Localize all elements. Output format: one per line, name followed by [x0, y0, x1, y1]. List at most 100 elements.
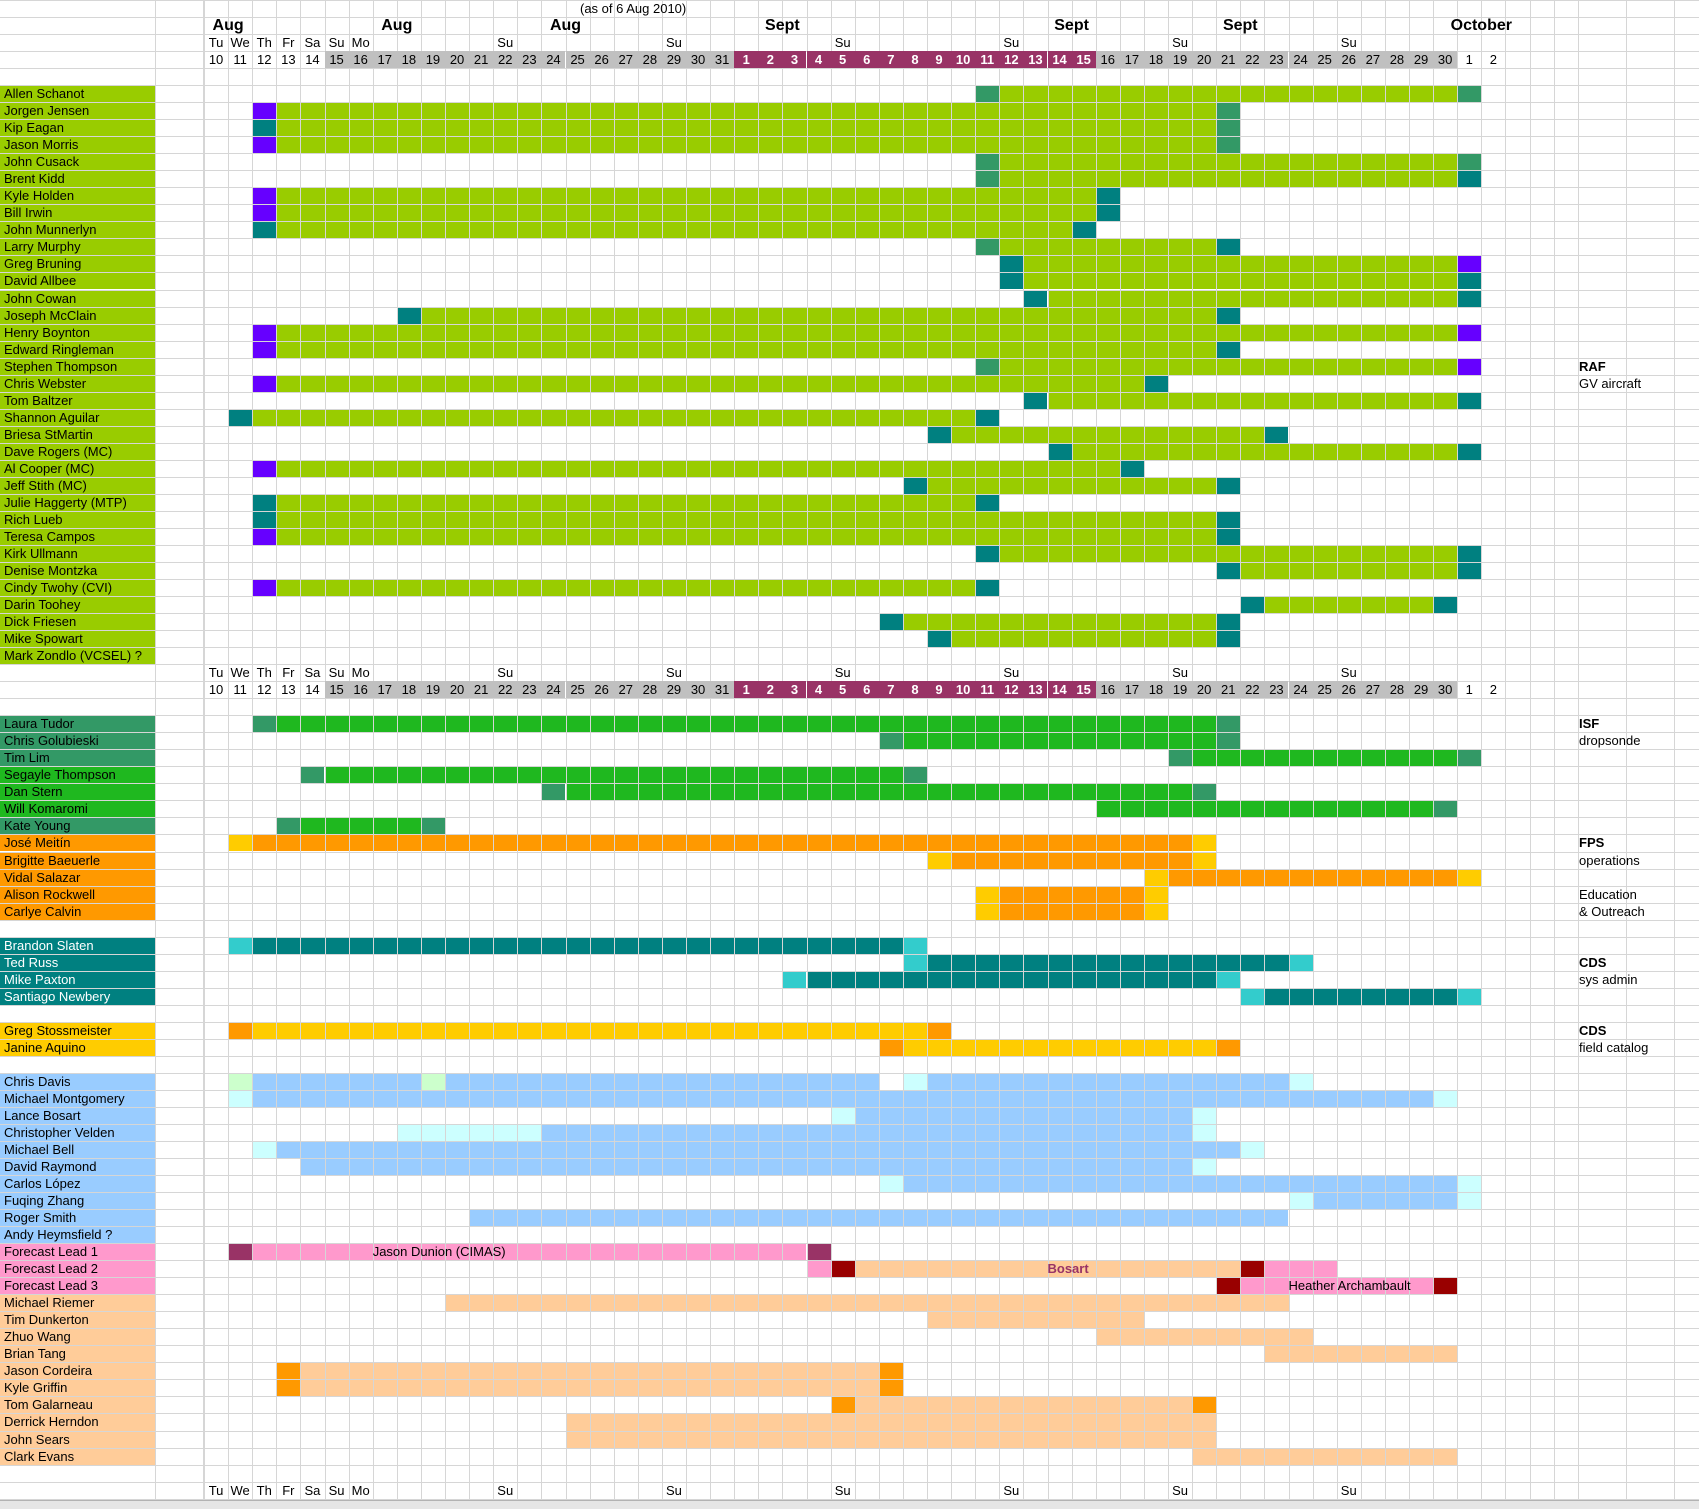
travel-day-marker[interactable] — [252, 136, 277, 154]
schedule-bar[interactable] — [1047, 289, 1458, 307]
schedule-bar[interactable] — [276, 102, 1217, 120]
travel-day-marker[interactable] — [1192, 1123, 1217, 1141]
schedule-bar[interactable] — [1023, 272, 1458, 290]
schedule-bar[interactable] — [1095, 1328, 1313, 1346]
travel-day-marker[interactable] — [1264, 425, 1289, 443]
travel-day-marker[interactable] — [1192, 1396, 1217, 1414]
travel-day-marker[interactable] — [1457, 255, 1482, 273]
travel-day-marker[interactable] — [252, 340, 277, 358]
schedule-bar[interactable] — [902, 1175, 1458, 1193]
travel-day-marker[interactable] — [830, 1260, 855, 1278]
schedule-bar[interactable] — [252, 1072, 421, 1090]
travel-day-marker[interactable] — [1457, 987, 1482, 1005]
travel-day-marker[interactable] — [541, 783, 566, 801]
schedule-bar[interactable] — [1023, 255, 1458, 273]
travel-day-marker[interactable] — [975, 408, 1000, 426]
schedule-bar[interactable] — [276, 527, 1217, 545]
travel-day-marker[interactable] — [1071, 221, 1096, 239]
travel-day-marker[interactable] — [975, 153, 1000, 171]
travel-day-marker[interactable] — [1288, 1072, 1313, 1090]
travel-day-marker[interactable] — [927, 1021, 952, 1039]
travel-day-marker[interactable] — [902, 476, 927, 494]
travel-day-marker[interactable] — [878, 1175, 903, 1193]
travel-day-marker[interactable] — [1119, 459, 1144, 477]
schedule-bar[interactable] — [276, 323, 1458, 341]
travel-day-marker[interactable] — [1192, 1158, 1217, 1176]
travel-day-marker[interactable] — [1216, 630, 1241, 648]
travel-day-marker[interactable] — [252, 102, 277, 120]
travel-day-marker[interactable] — [1023, 289, 1048, 307]
travel-day-marker[interactable] — [878, 1038, 903, 1056]
travel-day-marker[interactable] — [228, 408, 253, 426]
schedule-bar[interactable] — [999, 238, 1217, 256]
travel-day-marker[interactable] — [1216, 102, 1241, 120]
travel-day-marker[interactable] — [878, 1379, 903, 1397]
schedule-bar[interactable] — [300, 1158, 1193, 1176]
schedule-bar[interactable] — [565, 1430, 1217, 1448]
schedule-bar[interactable] — [854, 1260, 1241, 1278]
travel-day-marker[interactable] — [1216, 970, 1241, 988]
travel-day-marker[interactable] — [1143, 902, 1168, 920]
travel-day-marker[interactable] — [252, 510, 277, 528]
travel-day-marker[interactable] — [252, 579, 277, 597]
travel-day-marker[interactable] — [975, 544, 1000, 562]
schedule-bar[interactable] — [445, 1294, 1289, 1312]
schedule-bar[interactable] — [252, 936, 903, 954]
schedule-bar[interactable] — [927, 1311, 1144, 1329]
schedule-bar[interactable] — [999, 170, 1458, 188]
travel-day-marker[interactable] — [878, 613, 903, 631]
schedule-bar[interactable] — [300, 817, 421, 835]
travel-day-marker[interactable] — [252, 374, 277, 392]
travel-day-marker[interactable] — [1457, 561, 1482, 579]
schedule-bar[interactable] — [927, 1072, 1289, 1090]
travel-day-marker[interactable] — [276, 817, 301, 835]
schedule-bar[interactable] — [276, 204, 1096, 222]
schedule-bar[interactable] — [276, 715, 1217, 733]
travel-day-marker[interactable] — [1216, 527, 1241, 545]
schedule-bar[interactable] — [806, 1260, 831, 1278]
travel-day-marker[interactable] — [276, 1379, 301, 1397]
travel-day-marker[interactable] — [1240, 1260, 1265, 1278]
travel-day-marker[interactable] — [1143, 868, 1168, 886]
schedule-bar[interactable] — [1240, 561, 1458, 579]
travel-day-marker[interactable] — [927, 630, 952, 648]
travel-day-marker[interactable] — [1288, 1192, 1313, 1210]
schedule-bar[interactable] — [276, 136, 1217, 154]
travel-day-marker[interactable] — [1216, 510, 1241, 528]
schedule-bar[interactable] — [300, 1362, 879, 1380]
travel-day-marker[interactable] — [1457, 153, 1482, 171]
travel-day-marker[interactable] — [228, 1243, 253, 1261]
travel-day-marker[interactable] — [1240, 1141, 1265, 1159]
travel-day-marker[interactable] — [1457, 1192, 1482, 1210]
schedule-bar[interactable] — [999, 357, 1458, 375]
schedule-bar[interactable] — [276, 221, 1072, 239]
travel-day-marker[interactable] — [1433, 1277, 1458, 1295]
travel-day-marker[interactable] — [878, 1362, 903, 1380]
schedule-bar[interactable] — [1264, 1260, 1337, 1278]
schedule-bar[interactable] — [999, 85, 1458, 103]
travel-day-marker[interactable] — [1023, 391, 1048, 409]
travel-day-marker[interactable] — [1216, 1038, 1241, 1056]
travel-day-marker[interactable] — [806, 1243, 831, 1261]
schedule-bar[interactable] — [252, 1243, 807, 1261]
schedule-bar[interactable] — [902, 613, 1217, 631]
travel-day-marker[interactable] — [1457, 170, 1482, 188]
travel-day-marker[interactable] — [1457, 289, 1482, 307]
travel-day-marker[interactable] — [975, 885, 1000, 903]
schedule-bar[interactable] — [999, 544, 1458, 562]
travel-day-marker[interactable] — [1433, 1089, 1458, 1107]
travel-day-marker[interactable] — [975, 902, 1000, 920]
schedule-bar[interactable] — [396, 1123, 1193, 1141]
schedule-bar[interactable] — [420, 306, 1217, 324]
schedule-bar[interactable] — [927, 953, 1289, 971]
schedule-bar[interactable] — [252, 1089, 1434, 1107]
travel-day-marker[interactable] — [1240, 596, 1265, 614]
schedule-bar[interactable] — [999, 153, 1458, 171]
travel-day-marker[interactable] — [975, 170, 1000, 188]
travel-day-marker[interactable] — [252, 187, 277, 205]
travel-day-marker[interactable] — [252, 204, 277, 222]
schedule-bar[interactable] — [1047, 391, 1458, 409]
travel-day-marker[interactable] — [252, 493, 277, 511]
schedule-bar[interactable] — [902, 1038, 1217, 1056]
